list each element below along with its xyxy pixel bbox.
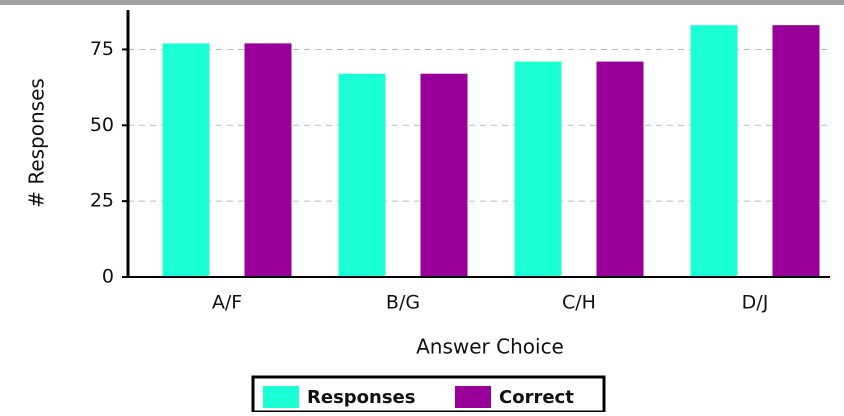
legend-label: Responses	[307, 387, 415, 408]
y-tick-label: 25	[90, 190, 114, 212]
y-axis-label: # Responses	[25, 78, 49, 208]
top-strip	[0, 0, 844, 5]
y-tick-label: 50	[90, 114, 114, 136]
bar	[596, 61, 644, 277]
legend-box	[251, 375, 606, 414]
bar	[772, 25, 820, 277]
x-tick-label: D/J	[742, 292, 769, 314]
x-tick-label: B/G	[386, 292, 420, 314]
bar	[338, 73, 386, 277]
y-tick-label: 0	[102, 266, 114, 288]
legend-label: Correct	[499, 387, 574, 408]
bar	[244, 43, 292, 277]
bar	[514, 61, 562, 277]
x-axis-label: Answer Choice	[416, 335, 564, 359]
bar	[162, 43, 210, 277]
legend-swatch	[263, 386, 299, 408]
bar	[690, 25, 738, 277]
bar	[420, 73, 468, 277]
x-tick-label: A/F	[212, 292, 242, 314]
legend-swatch	[455, 386, 491, 408]
y-tick-label: 75	[90, 38, 114, 60]
x-tick-label: C/H	[562, 292, 596, 314]
